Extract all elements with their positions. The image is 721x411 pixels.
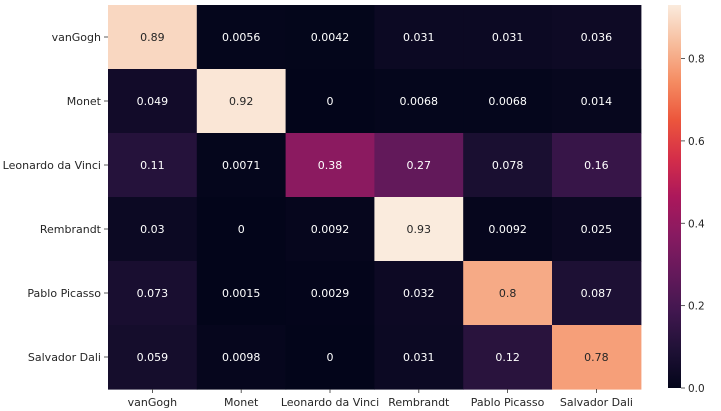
y-axis-tick-label: Salvador Dali bbox=[28, 351, 101, 364]
heatmap-cell bbox=[552, 261, 642, 326]
cell-value-label: 0.38 bbox=[318, 159, 343, 172]
cell-value-label: 0.89 bbox=[140, 31, 165, 44]
cell-value-label: 0.0098 bbox=[222, 351, 261, 364]
heatmap-cell bbox=[285, 197, 375, 262]
cell-value-label: 0.078 bbox=[492, 159, 524, 172]
cell-value-label: 0.031 bbox=[403, 31, 435, 44]
cell-value-label: 0.049 bbox=[137, 95, 169, 108]
cell-value-label: 0.0056 bbox=[222, 31, 261, 44]
colorbar-tick-label: 0.2 bbox=[688, 301, 705, 313]
y-axis-tick-label: Pablo Picasso bbox=[27, 287, 101, 300]
colorbar-tick-label: 0.4 bbox=[688, 218, 705, 230]
heatmap-cell bbox=[463, 69, 553, 134]
colorbar: 0.0 0.2 0.4 0.6 0.8 bbox=[668, 5, 705, 395]
heatmap-cell bbox=[374, 197, 464, 262]
cell-value-label: 0.014 bbox=[581, 95, 613, 108]
cell-value-label: 0.0015 bbox=[222, 287, 261, 300]
y-axis-tick-labels: vanGogh Monet Leonardo da Vinci Rembrandt Pa… bbox=[3, 31, 108, 364]
cell-value-label: 0.059 bbox=[137, 351, 169, 364]
colorbar-tick-label: 0.0 bbox=[688, 383, 705, 395]
cell-value-label: 0.11 bbox=[140, 159, 165, 172]
cell-value-label: 0.27 bbox=[407, 159, 432, 172]
cell-value-label: 0.073 bbox=[137, 287, 169, 300]
heatmap-cell bbox=[108, 133, 198, 198]
y-axis-tick-label: Rembrandt bbox=[40, 223, 102, 236]
heatmap-cell bbox=[285, 325, 375, 390]
cell-value-label: 0.031 bbox=[403, 351, 435, 364]
heatmap-cell bbox=[108, 261, 198, 326]
heatmap-cells bbox=[108, 5, 642, 390]
x-axis-tick-labels: vanGogh Monet Leonardo da Vinci Rembrandt Pa… bbox=[128, 389, 633, 409]
heatmap-cell bbox=[463, 325, 553, 390]
heatmap-cell bbox=[285, 261, 375, 326]
heatmap-cell bbox=[196, 133, 287, 198]
colorbar-tick-label: 0.8 bbox=[688, 54, 705, 66]
heatmap-cell bbox=[196, 69, 287, 134]
heatmap-cell bbox=[463, 261, 553, 326]
cell-value-label: 0.036 bbox=[581, 31, 613, 44]
heatmap-cell bbox=[108, 69, 198, 134]
cell-value-label: 0 bbox=[327, 95, 334, 108]
heatmap-cell bbox=[552, 197, 642, 262]
cell-value-label: 0 bbox=[238, 223, 245, 236]
heatmap-cell bbox=[285, 69, 375, 134]
cell-value-label: 0.025 bbox=[581, 223, 613, 236]
heatmap-cell bbox=[108, 5, 198, 70]
heatmap-cell bbox=[552, 69, 642, 134]
cell-value-label: 0.032 bbox=[403, 287, 435, 300]
heatmap-cell bbox=[196, 261, 287, 326]
cell-value-label: 0.93 bbox=[407, 223, 432, 236]
heatmap-cell bbox=[196, 325, 287, 390]
heatmap-cell bbox=[285, 5, 375, 70]
cell-value-label: 0.0092 bbox=[311, 223, 350, 236]
heatmap-cell bbox=[374, 261, 464, 326]
cell-value-label: 0.087 bbox=[581, 287, 613, 300]
heatmap-cell bbox=[463, 133, 553, 198]
cell-value-label: 0.0068 bbox=[488, 95, 527, 108]
x-axis-tick-label: Pablo Picasso bbox=[471, 396, 545, 409]
heatmap-cell bbox=[374, 133, 464, 198]
cell-value-label: 0.031 bbox=[492, 31, 524, 44]
y-axis-tick-label: vanGogh bbox=[52, 31, 101, 44]
cell-value-label: 0.12 bbox=[495, 351, 520, 364]
cell-value-label: 0.8 bbox=[499, 287, 517, 300]
heatmap-cell-labels: 0.89 0.0056 0.0042 0.031 0.031 0.036 0.049 0.92… bbox=[137, 31, 613, 364]
heatmap-cell bbox=[552, 133, 642, 198]
x-axis-tick-label: Rembrandt bbox=[388, 396, 450, 409]
heatmap-cell bbox=[285, 133, 375, 198]
heatmap-cell bbox=[196, 197, 287, 262]
heatmap-cell bbox=[108, 325, 198, 390]
y-axis-tick-label: Monet bbox=[67, 95, 102, 108]
cell-value-label: 0.0042 bbox=[311, 31, 350, 44]
heatmap-cell bbox=[552, 325, 642, 390]
x-axis-tick-label: vanGogh bbox=[128, 396, 177, 409]
colorbar-gradient bbox=[668, 5, 681, 388]
x-axis-tick-label: Monet bbox=[224, 396, 259, 409]
x-axis-tick-label: Leonardo da Vinci bbox=[281, 396, 379, 409]
heatmap-cell bbox=[374, 5, 464, 70]
cell-value-label: 0.0068 bbox=[400, 95, 439, 108]
cell-value-label: 0.78 bbox=[584, 351, 609, 364]
cell-value-label: 0.0029 bbox=[311, 287, 350, 300]
heatmap-cell bbox=[552, 5, 642, 70]
cell-value-label: 0 bbox=[327, 351, 334, 364]
heatmap-cell bbox=[374, 69, 464, 134]
cell-value-label: 0.92 bbox=[229, 95, 254, 108]
cell-value-label: 0.16 bbox=[584, 159, 609, 172]
heatmap-cell bbox=[374, 325, 464, 390]
heatmap-cell bbox=[196, 5, 287, 70]
heatmap-cell bbox=[108, 197, 198, 262]
heatmap-cell bbox=[463, 5, 553, 70]
cell-value-label: 0.0092 bbox=[488, 223, 527, 236]
y-axis-tick-label: Leonardo da Vinci bbox=[3, 159, 101, 172]
colorbar-tick-label: 0.6 bbox=[688, 136, 705, 148]
x-axis-tick-label: Salvador Dali bbox=[560, 396, 633, 409]
cell-value-label: 0.0071 bbox=[222, 159, 261, 172]
cell-value-label: 0.03 bbox=[140, 223, 165, 236]
heatmap-cell bbox=[463, 197, 553, 262]
